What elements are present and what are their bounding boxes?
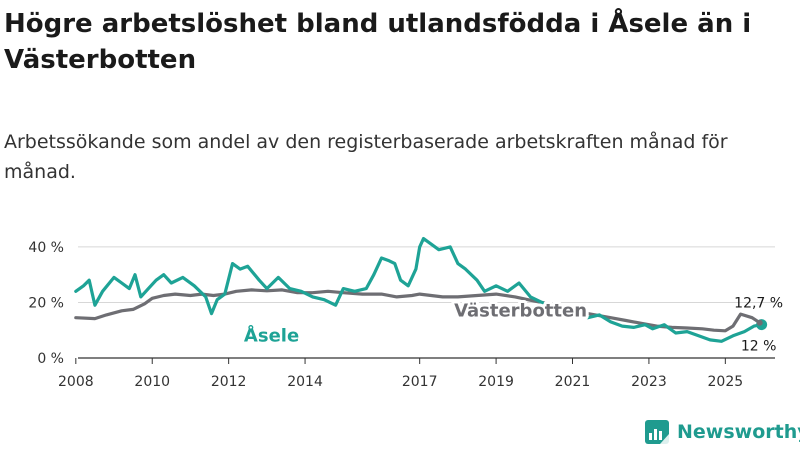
x-tick-label-2008: 2008	[58, 374, 94, 390]
end-label-vasterbotten: 12,7 %	[734, 296, 783, 312]
x-tick-label-2014: 2014	[287, 374, 323, 390]
brand-name: Newsworthy	[677, 421, 800, 443]
series-label-asele: Åsele	[244, 323, 299, 346]
series-label-vasterbotten-halo: Västerbotten	[454, 301, 587, 322]
x-tick-label-2021: 2021	[555, 374, 591, 390]
y-tick-label-20: 20 %	[28, 295, 64, 311]
grid-lines	[78, 246, 775, 303]
series-line-vasterbotten	[74, 288, 762, 333]
y-axis-labels: 0 % 20 % 40 %	[28, 240, 64, 367]
end-label-asele: 12 %	[741, 339, 777, 355]
chart-subtitle: Arbetssökande som andel av den registerb…	[4, 131, 728, 183]
x-tick-label-2025: 2025	[708, 374, 744, 390]
x-tick-label-2019: 2019	[478, 374, 514, 390]
newsworthy-logo: Newsworthy	[645, 420, 800, 444]
x-tick-label-2010: 2010	[134, 374, 170, 390]
x-tick-label-2017: 2017	[402, 374, 438, 390]
series-label-asele-halo: Åsele	[244, 323, 299, 346]
newsworthy-icon	[645, 420, 669, 444]
series-lines	[74, 237, 764, 343]
end-marker-vasterbotten	[756, 319, 763, 326]
x-tick-label-2023: 2023	[631, 374, 667, 390]
x-tick-label-2012: 2012	[211, 374, 247, 390]
y-tick-label-40: 40 %	[28, 240, 64, 256]
end-markers: 12,7 % 12 %	[734, 296, 783, 355]
chart-title: Högre arbetslöshet bland utlandsfödda i …	[4, 9, 752, 75]
x-axis: 2008 2010 2012 2014 2017 2019 2021 2023 2025	[58, 357, 775, 390]
series-label-vasterbotten: Västerbotten	[454, 301, 587, 322]
series-line-asele	[74, 237, 764, 343]
y-tick-label-0: 0 %	[37, 351, 64, 367]
